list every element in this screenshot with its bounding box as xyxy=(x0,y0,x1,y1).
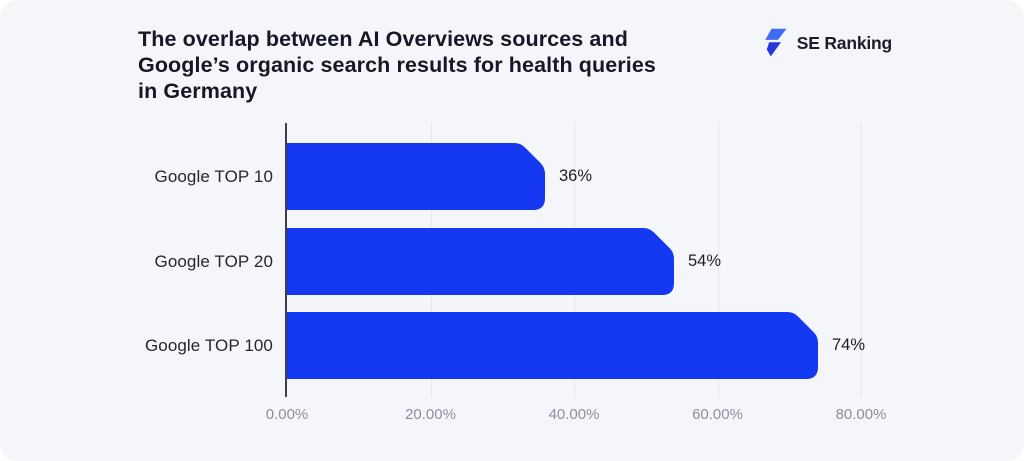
bar xyxy=(287,227,674,295)
se-ranking-logo-text: SE Ranking xyxy=(796,32,892,53)
chart-title: The overlap between AI Overviews sources… xyxy=(138,27,656,103)
category-label: Google TOP 20 xyxy=(154,251,273,271)
bar xyxy=(287,143,545,210)
gridline xyxy=(861,123,862,397)
gridline xyxy=(717,123,719,397)
category-label: Google TOP 10 xyxy=(154,167,273,186)
category-label: Google TOP 100 xyxy=(144,336,273,355)
se-ranking-logo: SE Ranking xyxy=(762,28,892,58)
x-axis-tick-label: 40.00% xyxy=(548,406,600,423)
x-axis-tick-label: 0.00% xyxy=(265,406,309,423)
se-ranking-bolt-icon xyxy=(762,28,789,58)
x-axis-tick-label: 60.00% xyxy=(692,406,743,423)
value-label: 74% xyxy=(832,336,866,354)
value-label: 36% xyxy=(559,167,593,185)
value-label: 54% xyxy=(688,251,722,270)
x-axis-tick-label: 80.00% xyxy=(835,406,887,423)
bar xyxy=(287,312,818,379)
y-axis-line xyxy=(285,123,287,397)
x-axis-tick-label: 20.00% xyxy=(405,406,456,423)
